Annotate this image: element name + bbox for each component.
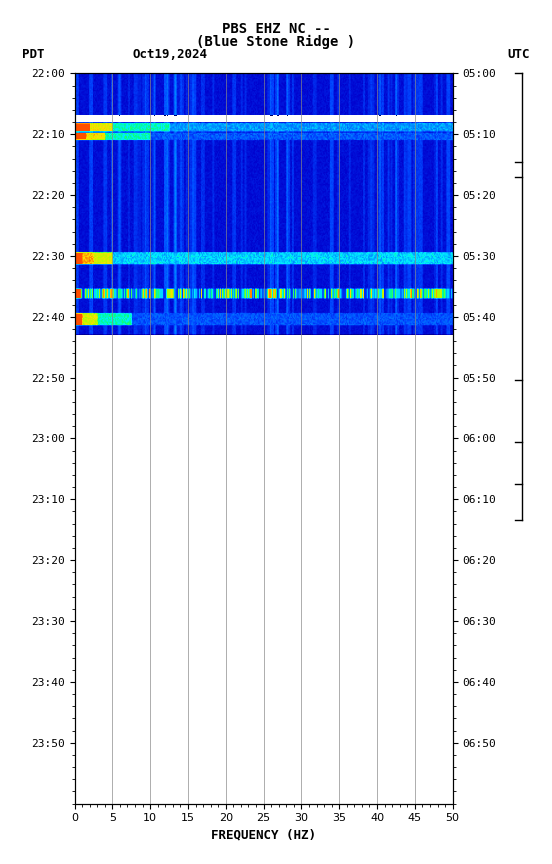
Text: (Blue Stone Ridge ): (Blue Stone Ridge ) xyxy=(197,35,355,48)
Text: Oct19,2024: Oct19,2024 xyxy=(132,48,208,60)
Text: UTC: UTC xyxy=(507,48,530,60)
X-axis label: FREQUENCY (HZ): FREQUENCY (HZ) xyxy=(211,829,316,842)
Text: PDT: PDT xyxy=(22,48,45,60)
Text: PBS EHZ NC --: PBS EHZ NC -- xyxy=(221,22,331,35)
